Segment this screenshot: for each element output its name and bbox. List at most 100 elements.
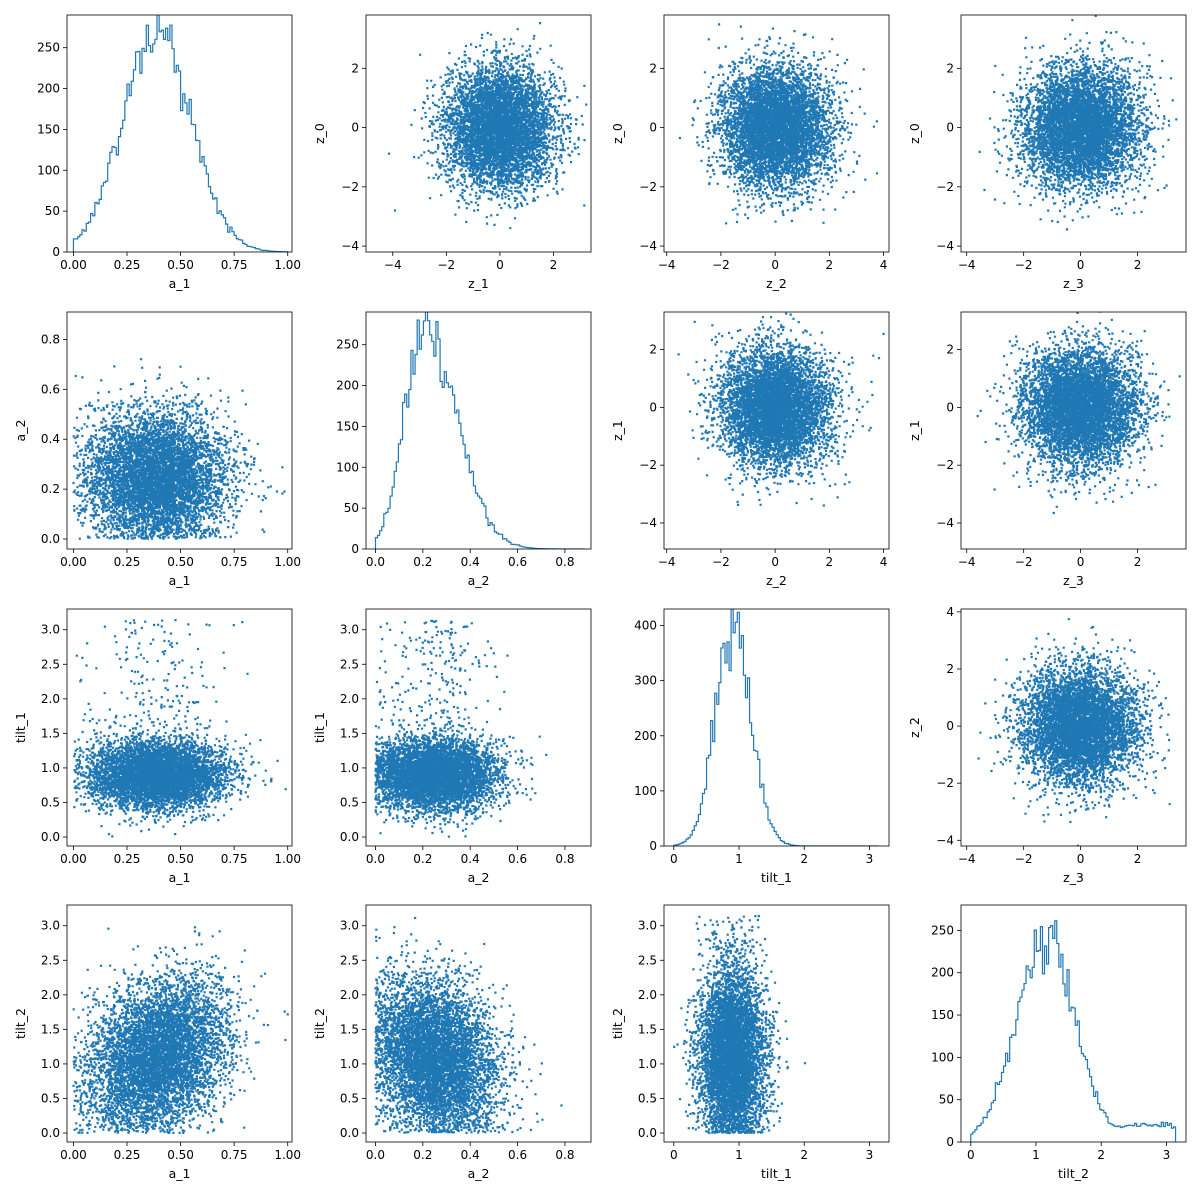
y-tick-label: −4: [936, 239, 954, 253]
y-tick-label: 1.0: [41, 1057, 60, 1071]
y-tick-label: 0: [52, 245, 60, 259]
x-tick-label: 2: [1097, 1148, 1105, 1162]
y-tick-label: 250: [931, 923, 954, 937]
x-tick-label: 0.00: [60, 555, 87, 569]
plot-area: [978, 15, 1178, 231]
plot-area: [673, 915, 807, 1135]
y-tick-label: 2.5: [41, 953, 60, 967]
x-axis-label: z_3: [1063, 573, 1084, 588]
y-tick-label: 1.0: [638, 1057, 657, 1071]
x-axis-label: a_2: [468, 870, 490, 885]
x-tick-label: 0.25: [114, 852, 141, 866]
axes-frame: [663, 904, 890, 1143]
x-tick-label: −2: [712, 258, 730, 272]
y-tick-label: 1.0: [41, 761, 60, 775]
scatter-points: [73, 619, 287, 838]
x-axis-label: a_1: [169, 573, 191, 588]
y-tick-label: 0: [946, 719, 954, 733]
x-axis-label: a_1: [169, 870, 191, 885]
axes-frame: [960, 608, 1187, 847]
axes-frame: [663, 14, 890, 253]
plot-area: [970, 920, 1177, 1142]
x-tick-label: −2: [1015, 555, 1033, 569]
axes-frame: [960, 311, 1187, 550]
panel-tilt_1-vs-a_1: 0.00 0.25 0.50 0.75 1.00 0.0 0.5 1.0 1.5 2.0 2.5 3.…: [13, 608, 301, 885]
panel-z_0-vs-z_3: −4 −2 0 2 −4 −2 0 2 z_3 z_0: [907, 14, 1187, 291]
y-tick-label: −4: [639, 239, 657, 253]
x-tick-label: −4: [958, 852, 976, 866]
x-tick-label: 0: [1077, 852, 1085, 866]
x-tick-label: 2: [1134, 555, 1142, 569]
x-tick-label: 0: [670, 852, 678, 866]
y-tick-label: 0.6: [41, 382, 60, 396]
plot-area: [73, 619, 287, 838]
axes-frame: [960, 14, 1187, 253]
y-axis-label: tilt_2: [13, 1008, 28, 1039]
y-tick-label: 2.0: [340, 988, 359, 1002]
y-tick-label: 3.0: [340, 623, 359, 637]
panel-tilt_2-vs-a_2: 0.0 0.2 0.4 0.6 0.8 0.0 0.5 1.0 1.5 2.0 2.5 3.0 a_2 t…: [312, 904, 592, 1181]
y-tick-label: 100: [634, 784, 657, 798]
y-tick-label: 200: [931, 966, 954, 980]
panel-a_2-vs-a_1: 0.00 0.25 0.50 0.75 1.00 0.0 0.2 0.4 0.6 0.8 a_1 a_…: [13, 311, 301, 588]
scatter-points: [976, 312, 1181, 515]
scatter-points: [374, 916, 563, 1135]
y-tick-label: −2: [639, 180, 657, 194]
panel-z_0-vs-z_2: −4 −2 0 2 4 −4 −2 0 2 z_2 z_0: [610, 14, 890, 291]
x-tick-label: 0: [496, 258, 504, 272]
x-axis-label: tilt_1: [761, 1166, 792, 1181]
panel-tilt_1-vs-a_2: 0.0 0.2 0.4 0.6 0.8 0.0 0.5 1.0 1.5 2.0 2.5 3.0 a_2 t…: [312, 608, 592, 885]
y-tick-label: 2.5: [340, 657, 359, 671]
x-tick-label: 3: [866, 852, 874, 866]
y-tick-label: 2.5: [41, 657, 60, 671]
y-tick-label: −4: [341, 239, 359, 253]
y-tick-label: −2: [936, 458, 954, 472]
y-tick-label: 0.5: [41, 795, 60, 809]
x-tick-label: 0.25: [114, 1148, 141, 1162]
axes-frame: [66, 14, 293, 253]
y-axis-label: z_1: [610, 420, 625, 441]
x-tick-label: 0.50: [167, 1148, 194, 1162]
axes-frame: [66, 311, 293, 550]
y-tick-label: 2: [946, 61, 954, 75]
x-tick-label: 0.50: [167, 258, 194, 272]
y-tick-label: 250: [37, 41, 60, 55]
axes-frame: [663, 608, 890, 847]
x-tick-label: 0: [1077, 555, 1085, 569]
plot-area: [977, 618, 1171, 846]
x-tick-label: 2: [550, 258, 558, 272]
x-tick-label: 1.00: [274, 852, 301, 866]
panel-tilt_2-vs-tilt_1: 0 1 2 3 0.0 0.5 1.0 1.5 2.0 2.5 3.0 tilt_1 tilt_2: [610, 904, 890, 1181]
x-tick-label: 0.2: [413, 1148, 432, 1162]
x-tick-label: 2: [800, 1148, 808, 1162]
y-tick-label: −4: [936, 516, 954, 530]
y-tick-label: 2.0: [638, 988, 657, 1002]
y-axis-label: z_2: [907, 717, 922, 738]
y-axis-label: z_1: [907, 420, 922, 441]
y-tick-label: 0: [649, 121, 657, 135]
x-tick-label: 0: [771, 258, 779, 272]
x-axis-label: z_2: [766, 573, 787, 588]
x-axis-label: a_1: [169, 276, 191, 291]
y-tick-label: 2.0: [340, 692, 359, 706]
x-tick-label: −4: [658, 555, 676, 569]
scatter-points: [374, 619, 548, 838]
y-tick-label: 200: [336, 379, 359, 393]
x-tick-label: 0.2: [413, 555, 432, 569]
x-tick-label: −4: [958, 258, 976, 272]
y-axis-label: z_0: [907, 123, 922, 144]
y-tick-label: 1.0: [340, 1057, 359, 1071]
x-axis-label: z_2: [766, 276, 787, 291]
y-tick-label: 150: [336, 419, 359, 433]
y-tick-label: 0.0: [340, 1126, 359, 1140]
y-tick-label: −2: [936, 180, 954, 194]
x-tick-label: 0.4: [461, 852, 480, 866]
y-tick-label: 2.0: [41, 692, 60, 706]
x-tick-label: 0.8: [555, 1148, 574, 1162]
y-tick-label: 0: [946, 400, 954, 414]
y-tick-label: 100: [37, 163, 60, 177]
x-axis-label: z_3: [1063, 276, 1084, 291]
y-tick-label: 250: [336, 338, 359, 352]
x-tick-label: 3: [1163, 1148, 1171, 1162]
